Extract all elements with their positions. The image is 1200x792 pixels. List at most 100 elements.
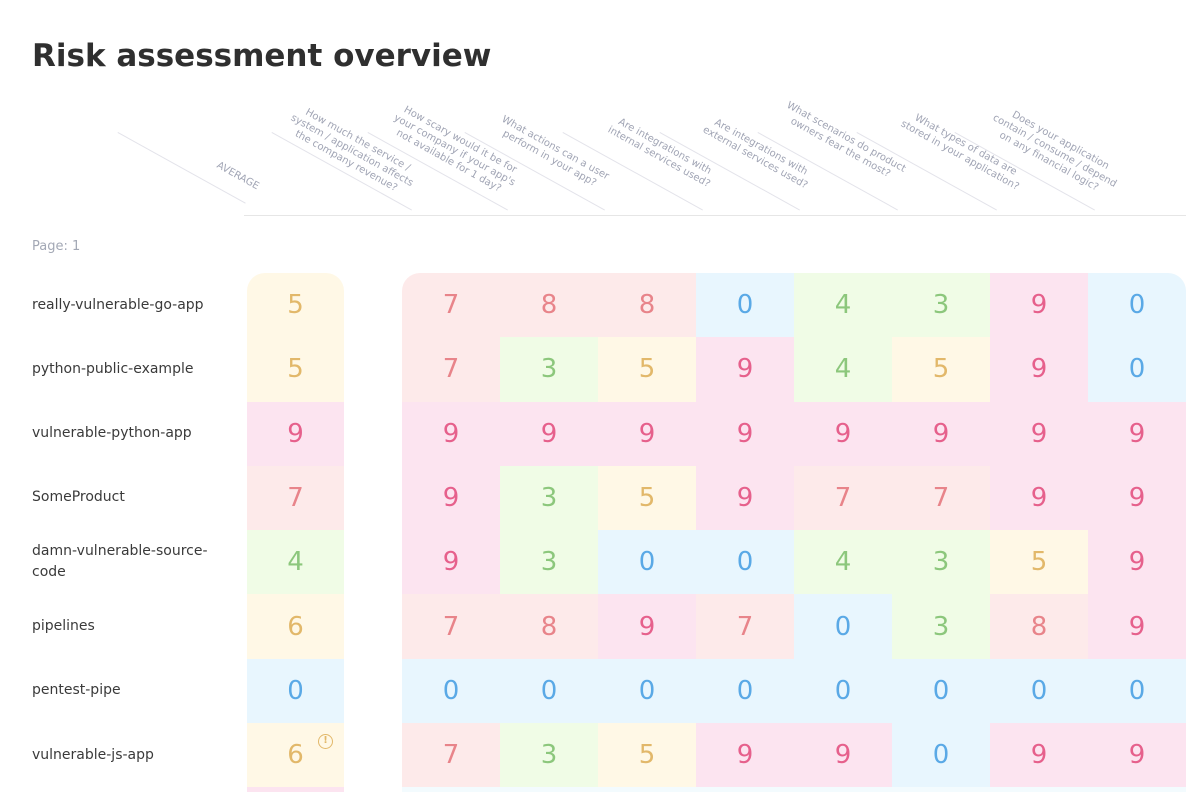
average-value: 6 bbox=[287, 740, 304, 771]
column-header-average[interactable]: AVERAGE bbox=[214, 160, 261, 193]
score-cell[interactable]: 9 bbox=[990, 723, 1088, 788]
score-cell[interactable]: 9 bbox=[794, 401, 892, 466]
score-cell[interactable]: 5 bbox=[892, 337, 990, 402]
score-cell[interactable]: 7 bbox=[402, 337, 500, 402]
score-cell[interactable]: 8 bbox=[500, 594, 598, 659]
score-cell[interactable]: 7 bbox=[794, 465, 892, 531]
score-cell[interactable]: 9 bbox=[696, 723, 794, 788]
row-label[interactable]: vulnerable-js-app bbox=[32, 723, 232, 787]
score-cell[interactable]: 8 bbox=[990, 594, 1088, 659]
score-cell[interactable]: 3 bbox=[500, 723, 598, 788]
score-cell[interactable]: 0 bbox=[794, 594, 892, 659]
score-cell[interactable]: 9 bbox=[1088, 594, 1186, 659]
average-value: 6 bbox=[287, 611, 304, 642]
score-cell[interactable]: 7 bbox=[402, 723, 500, 788]
score-cell[interactable]: 9 bbox=[598, 401, 696, 466]
average-cell[interactable]: 4 bbox=[247, 530, 344, 595]
score-cell[interactable]: 9 bbox=[892, 401, 990, 466]
score-cell[interactable]: 5 bbox=[598, 723, 696, 788]
score-cell[interactable]: 0 bbox=[696, 273, 794, 338]
score-cell[interactable]: 0 bbox=[794, 658, 892, 724]
score-cell[interactable]: 5 bbox=[598, 337, 696, 402]
header-divider bbox=[244, 215, 344, 216]
row-label-text: pentest-pipe bbox=[32, 682, 121, 699]
score-cell[interactable]: 9 bbox=[990, 465, 1088, 531]
score-cell[interactable]: 9 bbox=[696, 337, 794, 402]
score-cell[interactable]: 9 bbox=[794, 723, 892, 788]
score-cell[interactable]: 0 bbox=[1088, 273, 1186, 338]
page-title: Risk assessment overview bbox=[32, 38, 492, 74]
warning-icon[interactable]: ! bbox=[318, 734, 333, 750]
score-cell[interactable]: 9 bbox=[990, 401, 1088, 466]
score-cell[interactable]: 3 bbox=[892, 273, 990, 338]
score-cell[interactable]: 9 bbox=[696, 465, 794, 531]
score-cell[interactable]: 0 bbox=[402, 658, 500, 724]
score-cell[interactable]: 9 bbox=[500, 401, 598, 466]
score-cell[interactable]: 0 bbox=[892, 723, 990, 788]
next-row-partial bbox=[402, 787, 1186, 792]
row-label-text: SomeProduct bbox=[32, 489, 125, 506]
score-cell[interactable]: 0 bbox=[598, 530, 696, 595]
score-cell[interactable]: 0 bbox=[696, 658, 794, 724]
score-cell[interactable]: 9 bbox=[1088, 530, 1186, 595]
average-cell[interactable]: 6 bbox=[247, 594, 344, 659]
score-cell[interactable]: 9 bbox=[402, 401, 500, 466]
row-label-text: vulnerable-python-app bbox=[32, 425, 192, 442]
score-cell[interactable]: 7 bbox=[892, 465, 990, 531]
average-value: 5 bbox=[287, 354, 304, 385]
average-value: 0 bbox=[287, 675, 304, 706]
score-cell[interactable]: 4 bbox=[794, 273, 892, 338]
row-label[interactable]: pipelines bbox=[32, 595, 232, 659]
score-cell[interactable]: 0 bbox=[696, 530, 794, 595]
score-cell[interactable]: 9 bbox=[1088, 465, 1186, 531]
score-cell[interactable]: 9 bbox=[1088, 401, 1186, 466]
score-cell[interactable]: 3 bbox=[500, 465, 598, 531]
row-label[interactable]: vulnerable-python-app bbox=[32, 402, 232, 466]
score-cell[interactable]: 3 bbox=[892, 530, 990, 595]
column-header-question-4[interactable]: Are integrations with internal services … bbox=[605, 116, 714, 190]
score-cell[interactable]: 7 bbox=[402, 273, 500, 338]
row-label[interactable]: damn-vulnerable-source-code bbox=[32, 530, 232, 594]
score-cell[interactable]: 3 bbox=[500, 337, 598, 402]
row-label[interactable]: python-public-example bbox=[32, 337, 232, 401]
row-label-text: python-public-example bbox=[32, 360, 194, 377]
row-label[interactable]: pentest-pipe bbox=[32, 659, 232, 723]
score-cell[interactable]: 5 bbox=[598, 465, 696, 531]
score-cell[interactable]: 0 bbox=[1088, 658, 1186, 724]
score-cell[interactable]: 9 bbox=[990, 273, 1088, 338]
score-cell[interactable]: 9 bbox=[990, 337, 1088, 402]
average-cell[interactable]: 6! bbox=[247, 723, 344, 788]
row-label[interactable]: really-vulnerable-go-app bbox=[32, 273, 232, 337]
score-cell[interactable]: 7 bbox=[696, 594, 794, 659]
score-cell[interactable]: 0 bbox=[1088, 337, 1186, 402]
score-cell[interactable]: 0 bbox=[892, 658, 990, 724]
score-cell[interactable]: 0 bbox=[500, 658, 598, 724]
score-cell[interactable]: 4 bbox=[794, 530, 892, 595]
column-headers: AVERAGE How much the service / system / a… bbox=[0, 90, 1200, 220]
score-cell[interactable]: 3 bbox=[500, 530, 598, 595]
average-value: 5 bbox=[287, 290, 304, 321]
average-cell[interactable]: 0 bbox=[247, 658, 344, 724]
score-cell[interactable]: 0 bbox=[598, 658, 696, 724]
score-cell[interactable]: 5 bbox=[990, 530, 1088, 595]
score-cell[interactable]: 9 bbox=[598, 594, 696, 659]
score-cell[interactable]: 8 bbox=[598, 273, 696, 338]
score-cell[interactable]: 4 bbox=[794, 337, 892, 402]
score-cell[interactable]: 7 bbox=[402, 594, 500, 659]
score-cell[interactable]: 0 bbox=[990, 658, 1088, 724]
score-cell[interactable]: 9 bbox=[1088, 723, 1186, 788]
average-cell[interactable]: 9 bbox=[247, 401, 344, 466]
row-label[interactable]: SomeProduct bbox=[32, 466, 232, 530]
average-cell[interactable]: 5 bbox=[247, 273, 344, 338]
row-label-text: vulnerable-js-app bbox=[32, 746, 154, 763]
score-cell[interactable]: 9 bbox=[402, 465, 500, 531]
score-cell[interactable]: 3 bbox=[892, 594, 990, 659]
score-cell[interactable]: 9 bbox=[696, 401, 794, 466]
score-cell[interactable]: 9 bbox=[402, 530, 500, 595]
next-row-average-partial bbox=[247, 787, 344, 792]
average-cell[interactable]: 7 bbox=[247, 465, 344, 531]
score-cell[interactable]: 8 bbox=[500, 273, 598, 338]
average-value: 4 bbox=[287, 547, 304, 578]
average-cell[interactable]: 5 bbox=[247, 337, 344, 402]
